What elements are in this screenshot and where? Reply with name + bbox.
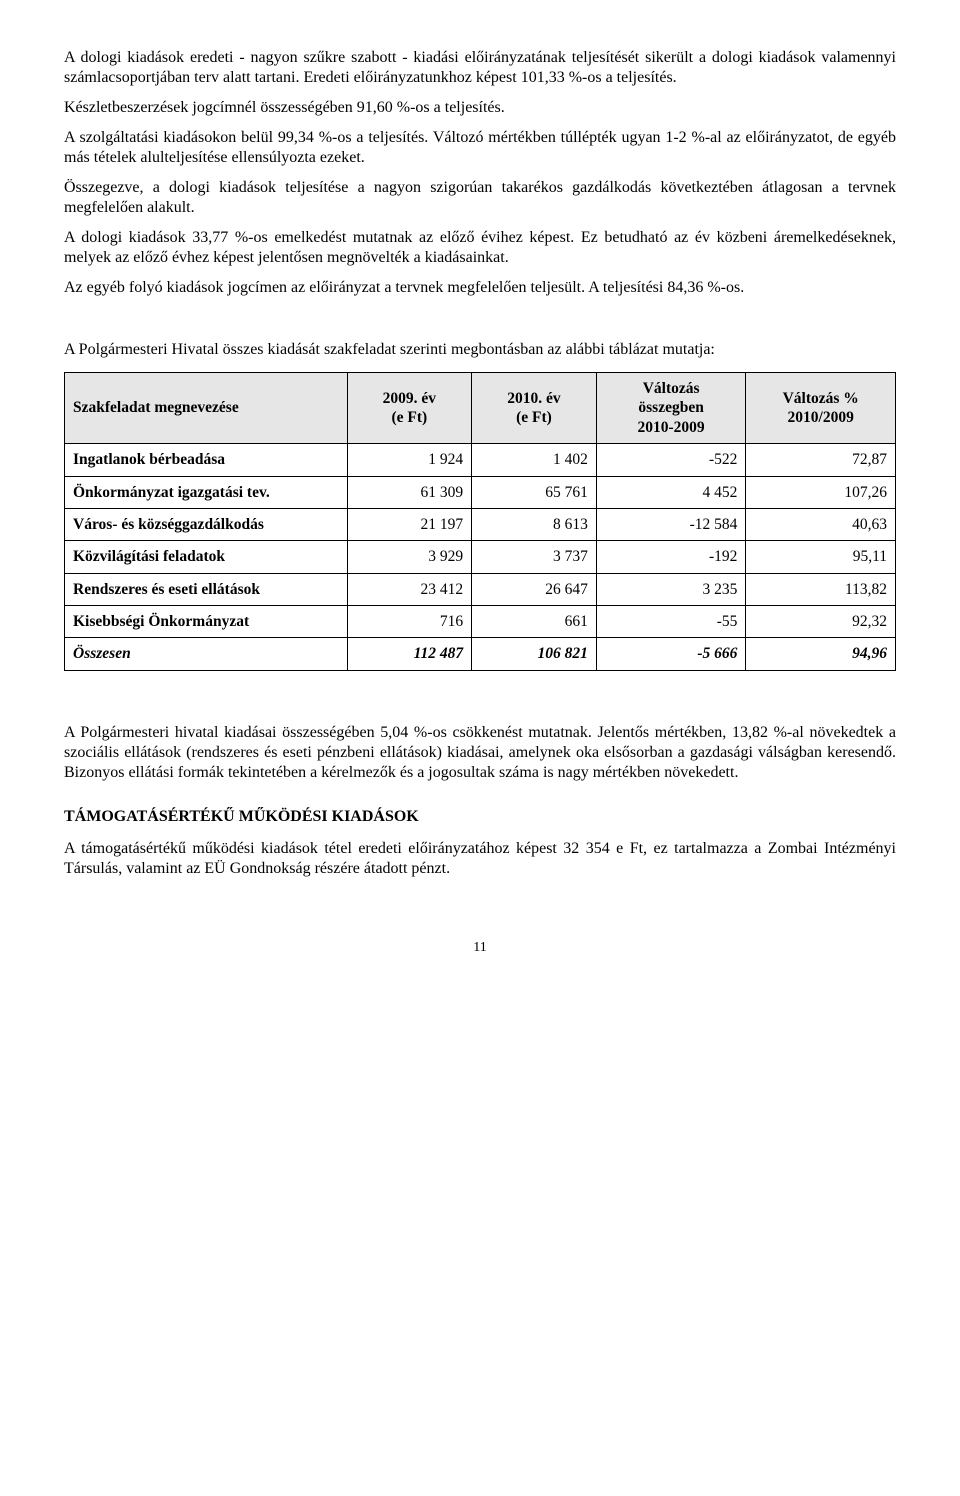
table-row: Rendszeres és eseti ellátások 23 412 26 … (65, 573, 896, 605)
cell-value: 3 737 (472, 541, 597, 573)
header-text: (e Ft) (391, 409, 427, 426)
cell-value: 1 402 (472, 444, 597, 476)
header-text: összegben (638, 399, 703, 416)
cell-value: 3 929 (347, 541, 472, 573)
cell-value: 21 197 (347, 508, 472, 540)
table-row: Önkormányzat igazgatási tev. 61 309 65 7… (65, 476, 896, 508)
cell-value: 113,82 (746, 573, 896, 605)
col-header-2009: 2009. év (e Ft) (347, 373, 472, 444)
paragraph: A támogatásértékű működési kiadások téte… (64, 839, 896, 879)
table-total-row: Összesen 112 487 106 821 -5 666 94,96 (65, 638, 896, 670)
cell-value: 4 452 (596, 476, 746, 508)
cell-value: 8 613 (472, 508, 597, 540)
cell-value: -192 (596, 541, 746, 573)
row-label: Ingatlanok bérbeadása (65, 444, 348, 476)
cell-value: 106 821 (472, 638, 597, 670)
cell-value: 61 309 (347, 476, 472, 508)
cell-value: -522 (596, 444, 746, 476)
header-text: Változás % (783, 390, 859, 407)
table-row: Közvilágítási feladatok 3 929 3 737 -192… (65, 541, 896, 573)
cell-value: 661 (472, 606, 597, 638)
col-header-change-pct: Változás % 2010/2009 (746, 373, 896, 444)
table-row: Ingatlanok bérbeadása 1 924 1 402 -522 7… (65, 444, 896, 476)
paragraph: A dologi kiadások eredeti - nagyon szűkr… (64, 48, 896, 88)
paragraph: A szolgáltatási kiadásokon belül 99,34 %… (64, 128, 896, 168)
paragraph: Az egyéb folyó kiadások jogcímen az elői… (64, 278, 896, 298)
header-text: 2010-2009 (638, 419, 705, 436)
table-header-row: Szakfeladat megnevezése 2009. év (e Ft) … (65, 373, 896, 444)
cell-value: 1 924 (347, 444, 472, 476)
cell-value: -12 584 (596, 508, 746, 540)
header-text: (e Ft) (516, 409, 552, 426)
expenditure-table: Szakfeladat megnevezése 2009. év (e Ft) … (64, 372, 896, 671)
header-text: 2009. év (383, 390, 436, 407)
header-text: 2010/2009 (788, 409, 854, 426)
cell-value: -55 (596, 606, 746, 638)
paragraph: A dologi kiadások 33,77 %-os emelkedést … (64, 228, 896, 268)
table-row: Kisebbségi Önkormányzat 716 661 -55 92,3… (65, 606, 896, 638)
cell-value: 72,87 (746, 444, 896, 476)
cell-value: -5 666 (596, 638, 746, 670)
row-label: Összesen (65, 638, 348, 670)
cell-value: 23 412 (347, 573, 472, 605)
header-text: 2010. év (507, 390, 560, 407)
cell-value: 94,96 (746, 638, 896, 670)
cell-value: 92,32 (746, 606, 896, 638)
row-label: Önkormányzat igazgatási tev. (65, 476, 348, 508)
page-number: 11 (64, 939, 896, 957)
row-label: Város- és községgazdálkodás (65, 508, 348, 540)
row-label: Kisebbségi Önkormányzat (65, 606, 348, 638)
section-title: TÁMOGATÁSÉRTÉKŰ MŰKÖDÉSI KIADÁSOK (64, 807, 896, 827)
header-text: Változás (643, 380, 700, 397)
col-header-2010: 2010. év (e Ft) (472, 373, 597, 444)
row-label: Rendszeres és eseti ellátások (65, 573, 348, 605)
table-intro: A Polgármesteri Hivatal összes kiadását … (64, 340, 896, 360)
cell-value: 112 487 (347, 638, 472, 670)
cell-value: 3 235 (596, 573, 746, 605)
cell-value: 65 761 (472, 476, 597, 508)
cell-value: 95,11 (746, 541, 896, 573)
cell-value: 107,26 (746, 476, 896, 508)
cell-value: 26 647 (472, 573, 597, 605)
cell-value: 716 (347, 606, 472, 638)
cell-value: 40,63 (746, 508, 896, 540)
paragraph: Készletbeszerzések jogcímnél összességéb… (64, 98, 896, 118)
col-header-name: Szakfeladat megnevezése (65, 373, 348, 444)
row-label: Közvilágítási feladatok (65, 541, 348, 573)
col-header-change-abs: Változás összegben 2010-2009 (596, 373, 746, 444)
table-row: Város- és községgazdálkodás 21 197 8 613… (65, 508, 896, 540)
paragraph: A Polgármesteri hivatal kiadásai összess… (64, 723, 896, 783)
paragraph: Összegezve, a dologi kiadások teljesítés… (64, 178, 896, 218)
